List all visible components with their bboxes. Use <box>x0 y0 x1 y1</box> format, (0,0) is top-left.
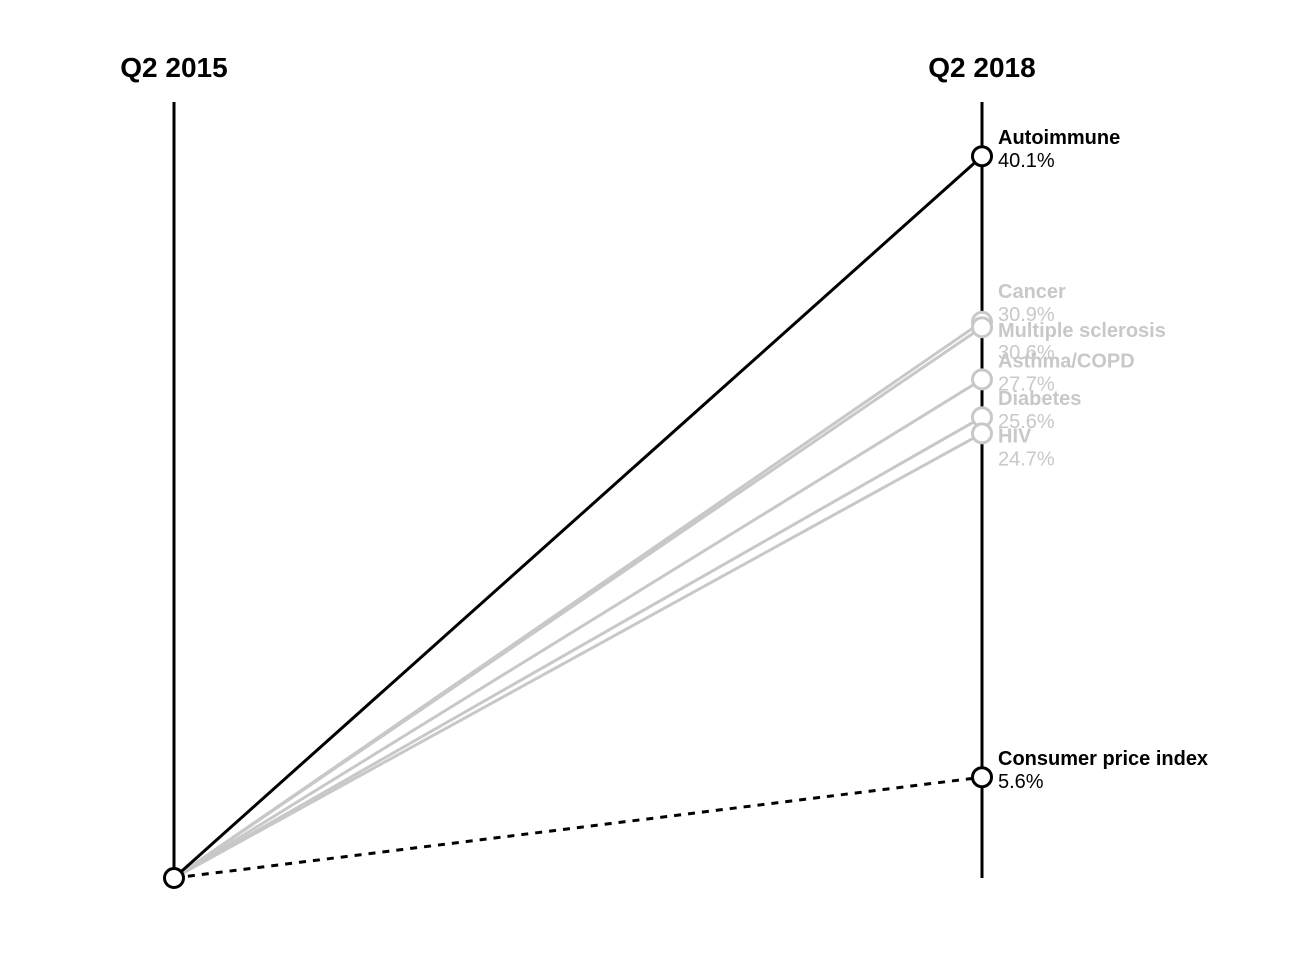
series-line-consumer-price-index <box>173 775 983 880</box>
series-value-consumer-price-index: 5.6% <box>998 771 1044 793</box>
endpoint-marker-asthma-copd <box>971 368 993 391</box>
endpoint-marker-consumer-price-index <box>971 766 993 789</box>
series-value-diabetes: 25.6% <box>998 411 1055 433</box>
series-value-autoimmune: 40.1% <box>998 150 1055 172</box>
endpoint-marker-hiv <box>971 422 993 445</box>
series-line-multiple-sclerosis <box>173 325 983 880</box>
series-name-diabetes: Diabetes <box>998 388 1081 410</box>
series-name-consumer-price-index: Consumer price index <box>998 748 1208 770</box>
axis-title-right: Q2 2018 <box>928 52 1035 83</box>
series-value-multiple-sclerosis: 30.6% <box>998 342 1055 364</box>
series-line-asthma-copd <box>173 378 983 880</box>
series-value-hiv: 24.7% <box>998 448 1055 470</box>
series-lines <box>173 155 983 880</box>
axis-title-left: Q2 2015 <box>120 52 227 83</box>
endpoint-marker-autoimmune <box>971 145 993 168</box>
series-value-cancer: 30.9% <box>998 304 1055 326</box>
origin-marker <box>163 867 185 889</box>
series-name-asthma-copd: Asthma/COPD <box>998 350 1135 372</box>
series-points <box>971 145 993 789</box>
endpoint-marker-multiple-sclerosis <box>971 316 993 339</box>
origin-group <box>163 867 185 889</box>
series-name-cancer: Cancer <box>998 281 1066 303</box>
series-line-diabetes <box>173 415 983 880</box>
series-name-autoimmune: Autoimmune <box>998 127 1120 149</box>
series-name-hiv: HIV <box>998 425 1032 447</box>
series-line-autoimmune <box>173 155 983 880</box>
series-line-hiv <box>173 432 983 880</box>
series-value-asthma-copd: 27.7% <box>998 373 1055 395</box>
series-name-multiple-sclerosis: Multiple sclerosis <box>998 320 1166 342</box>
